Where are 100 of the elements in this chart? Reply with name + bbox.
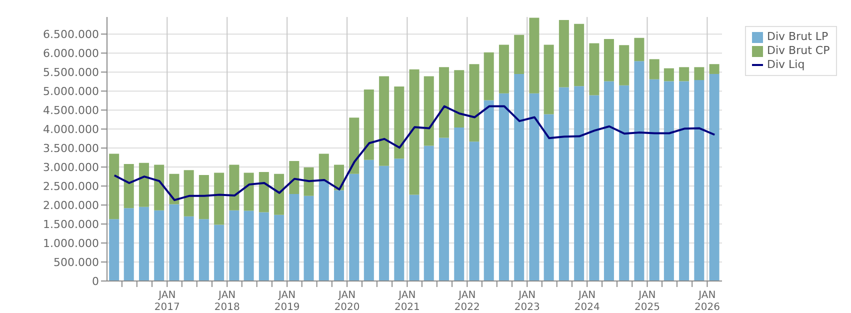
bar (574, 86, 584, 281)
bar (244, 172, 254, 211)
x-tick-label: JAN 2024 (574, 290, 600, 313)
y-tick-label: 1.500.000 (43, 218, 99, 231)
bar (649, 79, 660, 281)
bar (349, 174, 360, 281)
bar (589, 43, 600, 96)
y-tick-label: 0 (92, 274, 99, 288)
y-tick-label: 1.000.000 (43, 236, 99, 250)
bar (498, 44, 509, 94)
y-tick-label: 4.500.000 (43, 104, 99, 117)
bar (138, 206, 149, 281)
y-tick-label: 6.000.000 (43, 46, 99, 60)
legend-label: Div Brut CP (767, 44, 830, 58)
legend-label: Div Liq (767, 58, 805, 72)
bar (124, 208, 134, 281)
bar (198, 175, 209, 220)
bar (484, 100, 494, 281)
bar (604, 81, 614, 281)
y-tick-label: 5.500.000 (43, 66, 99, 79)
bar (109, 154, 120, 220)
bar (184, 170, 194, 216)
bar (214, 172, 224, 225)
bar (184, 216, 194, 281)
bar (274, 174, 284, 215)
bar (244, 210, 254, 281)
bar (679, 81, 690, 281)
bar (544, 114, 554, 281)
bar (318, 154, 329, 181)
x-tick-label: JAN 2017 (154, 290, 180, 313)
bar (138, 162, 149, 207)
bar (498, 93, 509, 281)
y-tick-label: 500.000 (54, 256, 99, 269)
bar (709, 64, 720, 74)
bar (258, 212, 269, 281)
bar (694, 80, 704, 281)
bar (454, 128, 464, 281)
bar (484, 52, 494, 100)
bar (154, 210, 164, 281)
bar (154, 164, 164, 210)
bar (709, 74, 720, 281)
bar (604, 39, 614, 82)
bar (109, 219, 120, 281)
bar (124, 164, 134, 208)
bar (379, 166, 390, 281)
bar (514, 74, 524, 281)
bar (664, 81, 674, 281)
bar (634, 38, 644, 62)
bar (409, 69, 420, 195)
bar (274, 214, 284, 281)
x-tick-label: JAN 2022 (454, 290, 480, 313)
bar (649, 59, 660, 80)
bar (469, 142, 480, 281)
bar (694, 67, 704, 80)
bar (664, 68, 674, 82)
bar (469, 64, 480, 142)
bar (349, 118, 360, 174)
bar (214, 224, 224, 281)
bar (394, 158, 404, 281)
bar (619, 85, 630, 281)
bar (589, 95, 600, 281)
bar (364, 160, 374, 281)
bar (529, 93, 540, 281)
line-series (113, 105, 716, 202)
x-tick-label: JAN 2019 (274, 290, 300, 313)
bar (529, 18, 540, 94)
y-tick-label: 2.500.000 (43, 180, 99, 193)
x-tick-label: JAN 2023 (514, 290, 540, 313)
bar (544, 44, 554, 114)
x-tick-label: JAN 2026 (694, 290, 720, 313)
bar (198, 219, 209, 281)
x-tick-label: JAN 2018 (214, 290, 240, 313)
bar (229, 164, 240, 210)
bar (514, 34, 524, 74)
bar (558, 87, 569, 281)
bar (169, 174, 180, 204)
bar (364, 90, 374, 160)
legend-label: Div Brut LP (767, 30, 828, 44)
bar (258, 172, 269, 212)
y-tick-label: 6.500.000 (43, 28, 99, 41)
x-tick-label: JAN 2021 (394, 290, 420, 313)
bar (229, 210, 240, 281)
bar (318, 180, 329, 281)
bar (679, 67, 690, 82)
bar (304, 196, 314, 281)
y-tick-label: 3.000.000 (43, 160, 99, 174)
bar (439, 138, 450, 281)
y-tick-label: 2.000.000 (43, 198, 99, 212)
bar (334, 190, 344, 281)
bar (439, 67, 450, 138)
y-tick-label: 4.000.000 (43, 122, 99, 136)
y-tick-label: 5.000.000 (43, 84, 99, 98)
bar (558, 20, 569, 88)
bar (289, 160, 300, 194)
bar (289, 194, 300, 281)
bar (169, 204, 180, 281)
bar (409, 194, 420, 281)
y-tick-label: 3.500.000 (43, 142, 99, 155)
bar (379, 76, 390, 166)
bar (619, 45, 630, 86)
